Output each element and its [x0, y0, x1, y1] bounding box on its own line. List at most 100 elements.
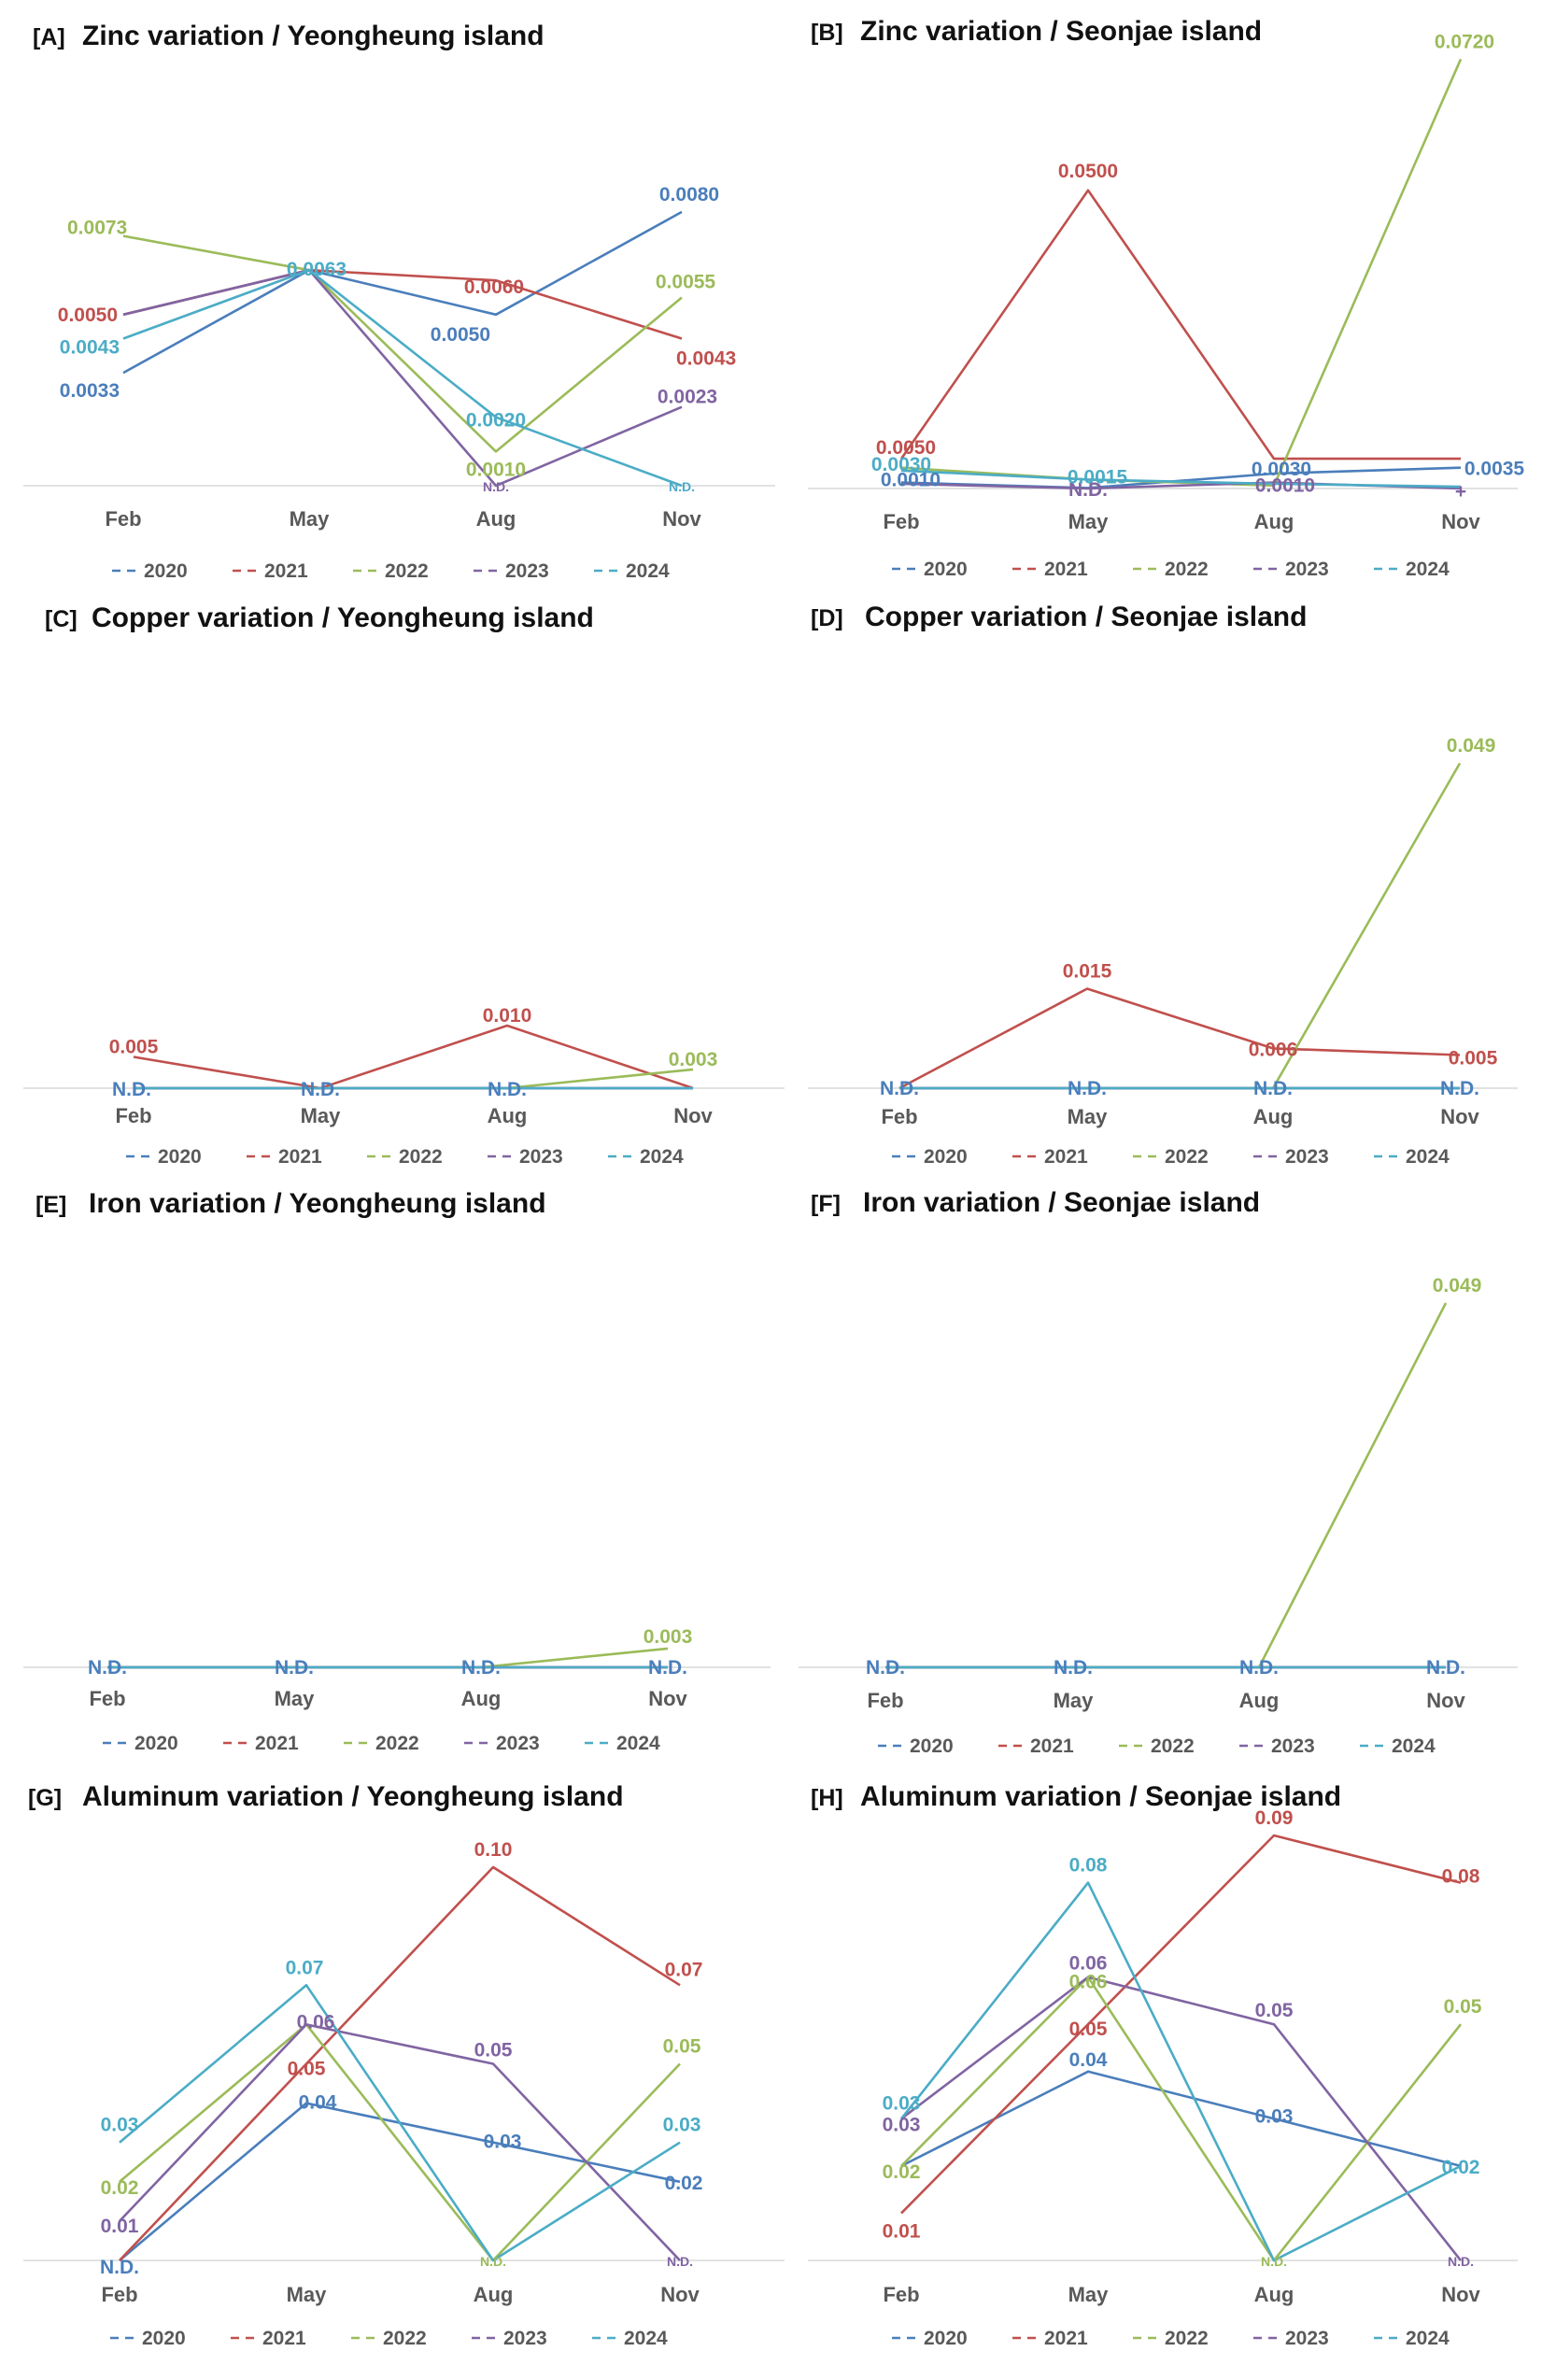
data-label: 0.0023	[658, 387, 717, 408]
legend-label: 2022	[383, 2328, 427, 2349]
series-line-2020	[119, 2102, 681, 2261]
legend-label: 2022	[1165, 2328, 1209, 2349]
data-label: 0.0063	[287, 259, 347, 280]
series-line-2024	[899, 1881, 1462, 2262]
legend-item-2021: 2021	[233, 560, 308, 582]
data-label: 0.0720	[1435, 31, 1494, 52]
legend-item-2022: 2022	[1119, 1735, 1195, 1757]
data-label: N.D.	[1054, 1657, 1093, 1679]
legend-label: 2021	[1044, 2328, 1088, 2349]
legend-label: 2023	[519, 1146, 563, 1168]
legend-item-2020: 2020	[892, 1146, 968, 1168]
data-label: 0.05	[1069, 2019, 1108, 2040]
data-label: 0.049	[1447, 735, 1496, 757]
data-label: +	[1455, 481, 1466, 503]
legend-label: 2020	[134, 1733, 178, 1754]
data-label: 0.0043	[60, 336, 120, 358]
legend-label: 2022	[1165, 1146, 1209, 1168]
legend-label: 2024	[640, 1146, 684, 1168]
data-label: 0.0500	[1058, 161, 1118, 182]
panel-tag: [D]	[811, 605, 843, 631]
legend-label: 2024	[624, 2328, 668, 2349]
data-label: N.D.	[275, 1657, 314, 1679]
legend-item-2023: 2023	[1253, 1146, 1329, 1168]
data-label: 0.0050	[876, 437, 936, 459]
data-label: 0.05	[288, 2059, 326, 2080]
legend-label: 2022	[399, 1146, 443, 1168]
legend-label: 2020	[924, 559, 968, 580]
data-label: 0.0010	[881, 470, 941, 491]
data-label: 0.02	[883, 2161, 921, 2183]
series-line-2022	[900, 1976, 1463, 2262]
legend-item-2020: 2020	[103, 1733, 178, 1754]
data-label: 0.02	[1442, 2157, 1480, 2178]
data-label: N.D.	[1426, 1657, 1465, 1679]
legend-label: 2024	[1406, 1146, 1450, 1168]
x-tick-label: Aug	[1254, 2283, 1294, 2306]
chart-panel-a: [A] Zinc variation / Yeongheung island 0.0…	[23, 21, 775, 582]
data-label: 0.05	[1255, 2000, 1294, 2021]
data-label: 0.0015	[1068, 466, 1128, 488]
x-tick-label: Feb	[867, 1689, 903, 1712]
legend-label: 2024	[1406, 2328, 1450, 2349]
legend-item-2021: 2021	[998, 1735, 1074, 1757]
data-label: 0.03	[1255, 2105, 1294, 2127]
series-line-2022	[122, 234, 683, 453]
data-label: 0.07	[286, 1957, 324, 1978]
data-label: N.D.	[667, 2254, 693, 2269]
series-line-2024	[122, 268, 683, 488]
legend-label: 2023	[1285, 2328, 1329, 2349]
legend-item-2024: 2024	[608, 1146, 684, 1168]
legend-label: 2023	[1285, 1146, 1329, 1168]
legend-item-2022: 2022	[1133, 2328, 1209, 2349]
legend-label: 2020	[158, 1146, 202, 1168]
panel-title: Zinc variation / Yeongheung island	[82, 21, 545, 51]
panel-title: Zinc variation / Seonjae island	[860, 16, 1262, 47]
data-label: 0.003	[669, 1049, 718, 1070]
x-tick-label: Feb	[105, 507, 141, 531]
legend-label: 2021	[264, 560, 308, 582]
legend-item-2023: 2023	[474, 560, 549, 582]
data-label: 0.015	[1063, 961, 1112, 983]
x-tick-label: Feb	[115, 1104, 151, 1127]
x-tick-label: Aug	[474, 2283, 514, 2306]
chart-panel-d: [D] Copper variation / Seonjae island N.D.…	[808, 602, 1518, 1168]
panel-title: Iron variation / Yeongheung island	[89, 1188, 546, 1219]
series-line-2022	[119, 2023, 681, 2262]
x-tick-label: May	[1054, 1689, 1095, 1712]
series-line-2021	[900, 1834, 1462, 2215]
legend-item-2024: 2024	[1374, 559, 1450, 580]
series-line-2021	[119, 1865, 681, 2261]
data-label: 0.03	[663, 2115, 701, 2136]
legend-item-2021: 2021	[223, 1733, 299, 1754]
data-label: N.D.	[488, 1079, 527, 1100]
legend-item-2023: 2023	[1253, 2328, 1329, 2349]
data-label: N.D.	[669, 479, 695, 494]
x-tick-label: May	[301, 1104, 342, 1127]
data-label: 0.006	[1249, 1039, 1298, 1060]
legend-item-2024: 2024	[1374, 1146, 1450, 1168]
data-label: 0.03	[484, 2132, 522, 2153]
data-label: N.D.	[100, 2257, 139, 2278]
data-label: 0.005	[1449, 1048, 1498, 1070]
data-label: 0.0073	[67, 218, 127, 239]
panel-title: Iron variation / Seonjae island	[863, 1187, 1260, 1218]
data-label: N.D.	[301, 1079, 340, 1100]
data-label: N.D.	[1448, 2254, 1474, 2269]
data-label: 0.05	[474, 2040, 513, 2061]
legend-item-2022: 2022	[1133, 1146, 1209, 1168]
x-tick-label: May	[1068, 1105, 1109, 1128]
legend-label: 2023	[505, 560, 549, 582]
x-tick-label: Nov	[660, 2283, 700, 2306]
data-label: 0.0055	[656, 272, 716, 293]
legend-item-2021: 2021	[231, 2328, 306, 2349]
chart-panel-e: [E] Iron variation / Yeongheung island N.D…	[23, 1188, 771, 1754]
x-tick-label: Feb	[883, 510, 919, 533]
data-label: N.D.	[1440, 1078, 1479, 1099]
chart-panel-c: [C] Copper variation / Yeongheung island N…	[23, 602, 785, 1168]
data-label: 0.0020	[466, 410, 526, 432]
x-tick-label: Nov	[648, 1687, 687, 1710]
data-label: 0.07	[665, 1959, 703, 1980]
legend-item-2021: 2021	[1012, 559, 1088, 580]
x-tick-label: Feb	[883, 2283, 919, 2306]
